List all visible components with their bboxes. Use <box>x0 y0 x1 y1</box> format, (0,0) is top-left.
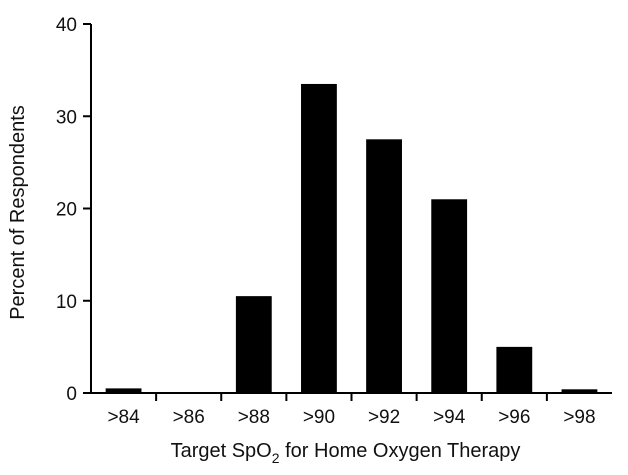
y-tick-label: 30 <box>56 107 77 128</box>
x-axis-label-main: Target SpO <box>171 440 272 462</box>
y-tick-label: 20 <box>56 200 77 221</box>
bar-gt84 <box>105 388 142 393</box>
y-tick-label: 10 <box>56 292 77 313</box>
y-tick-label: 40 <box>56 15 77 36</box>
x-tick-label: >90 <box>303 407 335 428</box>
x-tick-label: >88 <box>238 407 270 428</box>
x-ticks-group: >84 >86 >88 >90 >92 >94 >96 >98 <box>107 393 596 428</box>
bars-group <box>105 83 598 394</box>
x-tick-label: >96 <box>498 407 530 428</box>
x-tick-label: >84 <box>107 407 140 428</box>
bar-gt98 <box>561 389 598 393</box>
y-axis-label: Percent of Respondents <box>7 105 29 320</box>
bar-gt88 <box>235 296 272 393</box>
x-tick-label: >86 <box>173 407 205 428</box>
bar-gt96 <box>496 346 533 393</box>
x-tick-label: >94 <box>433 407 466 428</box>
y-ticks-group: 0 10 20 30 40 <box>56 15 91 405</box>
bar-gt94 <box>431 199 468 393</box>
x-axis-label-subscript: 2 <box>272 450 280 466</box>
x-tick-label: >92 <box>368 407 400 428</box>
bar-gt90 <box>301 83 337 394</box>
bar-gt92 <box>366 139 402 393</box>
x-axis-label: Target SpO2 for Home Oxygen Therapy <box>171 440 521 466</box>
y-tick-label: 0 <box>66 384 77 405</box>
x-tick-label: >98 <box>563 407 595 428</box>
x-axis-label-suffix: for Home Oxygen Therapy <box>280 440 521 462</box>
